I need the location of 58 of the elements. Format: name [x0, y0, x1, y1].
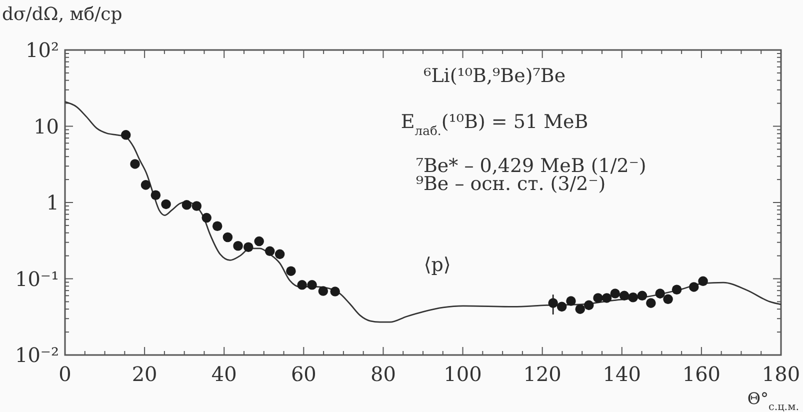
point: [672, 284, 682, 295]
x-tick-label: 120: [523, 362, 562, 386]
point: [307, 280, 317, 290]
x-axis-title: Θ°$_{с.ц.м.}$: [747, 389, 799, 412]
x-tick-label: 80: [370, 362, 396, 386]
point: [628, 292, 638, 302]
point: [243, 242, 254, 252]
point: [233, 240, 243, 251]
point: [140, 180, 151, 190]
y-axis-title: dσ/dΩ, мб/ср: [2, 4, 122, 25]
point: [120, 130, 131, 140]
point: [655, 288, 665, 298]
y-tick-label: 10⁻¹: [14, 266, 59, 291]
point: [274, 249, 285, 260]
annotation: ⟨p⟩: [424, 254, 451, 276]
x-tick-label: 160: [682, 362, 721, 386]
point: [566, 296, 576, 306]
point: [182, 200, 192, 210]
point: [619, 290, 630, 301]
point: [286, 266, 296, 276]
point: [150, 190, 161, 200]
point: [264, 246, 275, 256]
y-tick-label: 10⁻²: [14, 343, 59, 367]
annotation: E$_{лаб.}$(¹⁰B) = 51 MeB: [400, 111, 588, 138]
point: [663, 294, 673, 304]
x-tick-label: 20: [132, 362, 158, 386]
point: [584, 300, 594, 310]
x-tick-label: 180: [762, 362, 800, 386]
point: [602, 293, 612, 303]
point: [161, 199, 171, 210]
x-tick-label: 140: [602, 362, 641, 386]
point: [212, 221, 222, 231]
point: [593, 293, 603, 303]
point: [254, 236, 264, 246]
y-tick-label: 1: [46, 190, 59, 214]
y-tick-label: 10²: [26, 38, 59, 62]
y-tick-label: 10: [34, 114, 59, 138]
point: [130, 159, 140, 169]
point: [689, 282, 699, 292]
point: [610, 288, 620, 298]
point: [698, 276, 708, 286]
point: [202, 212, 212, 223]
x-tick-label: 0: [58, 362, 72, 386]
x-tick-label: 60: [290, 362, 316, 386]
line-series: [64, 101, 782, 323]
point: [222, 232, 233, 242]
point: [575, 304, 586, 314]
point: [318, 286, 328, 296]
point: [330, 286, 340, 296]
annotation: ⁶Li(¹⁰B,⁹Be)⁷Be: [424, 65, 566, 87]
point: [297, 280, 307, 290]
x-tick-label: 40: [211, 362, 237, 386]
point: [646, 298, 656, 308]
point: [192, 201, 202, 211]
point: [548, 298, 558, 308]
x-tick-label: 100: [444, 362, 482, 386]
point: [556, 302, 567, 312]
point: [637, 290, 648, 301]
